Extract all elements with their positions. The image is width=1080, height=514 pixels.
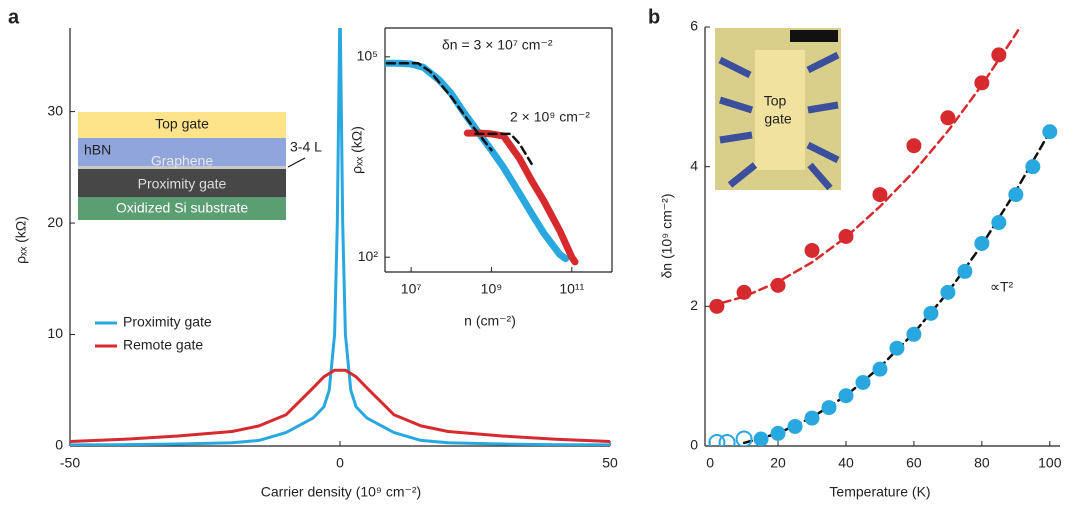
point <box>821 400 837 416</box>
layer-label: Proximity gate <box>138 176 227 192</box>
annotation: 2 × 10⁹ cm⁻² <box>510 109 590 125</box>
y-tick-label: 0 <box>690 437 698 453</box>
series-line <box>474 132 533 166</box>
x-tick-label: 10¹¹ <box>559 281 584 297</box>
series-line <box>463 129 579 266</box>
legend-label: Remote gate <box>123 337 203 353</box>
point <box>906 326 922 342</box>
y-tick-label: 10 <box>47 325 63 341</box>
arrow <box>287 157 306 168</box>
photo-label: Top <box>764 93 787 109</box>
x-tick-label: 40 <box>838 455 854 471</box>
y-axis-label: δn (10⁹ cm⁻²) <box>659 194 675 279</box>
plot-area <box>385 59 579 266</box>
y-tick-label: 20 <box>47 214 63 230</box>
point <box>889 340 905 356</box>
layer-label: Graphene <box>151 153 213 169</box>
point <box>1008 187 1024 203</box>
point <box>753 431 769 446</box>
point <box>838 229 854 244</box>
point <box>838 388 854 404</box>
photo-gate <box>755 50 805 170</box>
point <box>940 110 956 126</box>
point <box>787 418 803 434</box>
series-line <box>385 59 570 263</box>
layer <box>78 169 286 197</box>
plot-area <box>708 27 1058 446</box>
point <box>718 434 736 446</box>
series-line <box>708 27 1022 308</box>
layer-label: Top gate <box>155 116 209 132</box>
annotation: ∝T² <box>990 279 1014 295</box>
point <box>770 277 786 293</box>
y-axis-label: ρₓₓ (kΩ) <box>349 126 365 174</box>
point <box>991 47 1007 63</box>
point <box>855 374 871 390</box>
point <box>735 430 753 446</box>
point <box>872 187 888 203</box>
panel-label: b <box>648 6 660 28</box>
x-tick-label: 20 <box>770 455 786 471</box>
point <box>1042 124 1058 140</box>
series-line <box>70 28 610 446</box>
photo-lead <box>718 51 840 191</box>
x-tick-label: 80 <box>974 455 990 471</box>
y-tick-label: 10⁵ <box>357 48 378 64</box>
point <box>770 425 786 441</box>
x-tick-label: 50 <box>602 455 618 471</box>
point <box>1025 159 1041 175</box>
layer <box>78 138 286 166</box>
annotation: 3-4 L <box>290 139 322 155</box>
series-line <box>70 368 610 443</box>
point <box>991 215 1007 231</box>
plot: -50 0 50 0 10 20 30 Carrier density (10⁹ cm⁻²) ρ… <box>13 28 618 500</box>
plot-area <box>70 28 610 446</box>
layer <box>78 112 286 138</box>
point <box>940 284 956 300</box>
y-tick-label: 30 <box>47 102 63 118</box>
point <box>709 298 725 314</box>
x-tick-label: 10⁷ <box>401 281 422 297</box>
y-tick-label: 0 <box>55 437 63 453</box>
layer <box>78 197 286 220</box>
x-tick-label: 10⁹ <box>481 281 503 297</box>
point <box>923 305 939 321</box>
point <box>906 138 922 154</box>
x-tick-label: -50 <box>60 455 80 471</box>
point <box>804 410 820 426</box>
point <box>872 361 888 377</box>
x-tick-label: 0 <box>706 455 714 471</box>
y-tick-label: 2 <box>690 297 698 313</box>
x-tick-label: 100 <box>1038 455 1062 471</box>
y-axis-label: ρₓₓ (kΩ) <box>13 216 29 264</box>
point <box>804 242 820 258</box>
layer-label: Oxidized Si substrate <box>116 200 248 216</box>
plot: 0 20 40 60 80 100 0 2 4 6 Temperature (K) δn (10⁹ c… <box>659 18 1062 500</box>
layer-stack: Top gate hBN Graphene Proximity gate Oxi… <box>78 112 322 220</box>
x-axis-label: n (cm⁻²) <box>464 313 516 329</box>
point <box>708 434 726 446</box>
x-axis-label: Carrier density (10⁹ cm⁻²) <box>261 484 421 500</box>
point <box>957 263 973 279</box>
device-photo: Top gate <box>715 28 841 191</box>
y-tick-label: 4 <box>690 157 698 173</box>
point <box>736 284 752 300</box>
x-axis-label: Temperature (K) <box>829 484 930 500</box>
scale-bar <box>790 30 838 42</box>
x-tick-label: 0 <box>336 455 344 471</box>
point <box>974 75 990 91</box>
layer <box>78 166 286 169</box>
annotation: δn = 3 × 10⁷ cm⁻² <box>442 37 553 53</box>
photo-label: gate <box>764 111 791 127</box>
layer-label: hBN <box>84 142 111 158</box>
series-line <box>385 62 493 152</box>
y-tick-label: 6 <box>690 18 698 34</box>
point <box>974 235 990 251</box>
y-tick-label: 10² <box>358 248 379 264</box>
panel-label: a <box>8 6 20 28</box>
legend-label: Proximity gate <box>123 314 212 330</box>
x-tick-label: 60 <box>906 455 922 471</box>
plot: 10⁷ 10⁹ 10¹¹ 10² 10⁵ n (cm⁻²) ρₓₓ (kΩ) <box>349 27 613 329</box>
